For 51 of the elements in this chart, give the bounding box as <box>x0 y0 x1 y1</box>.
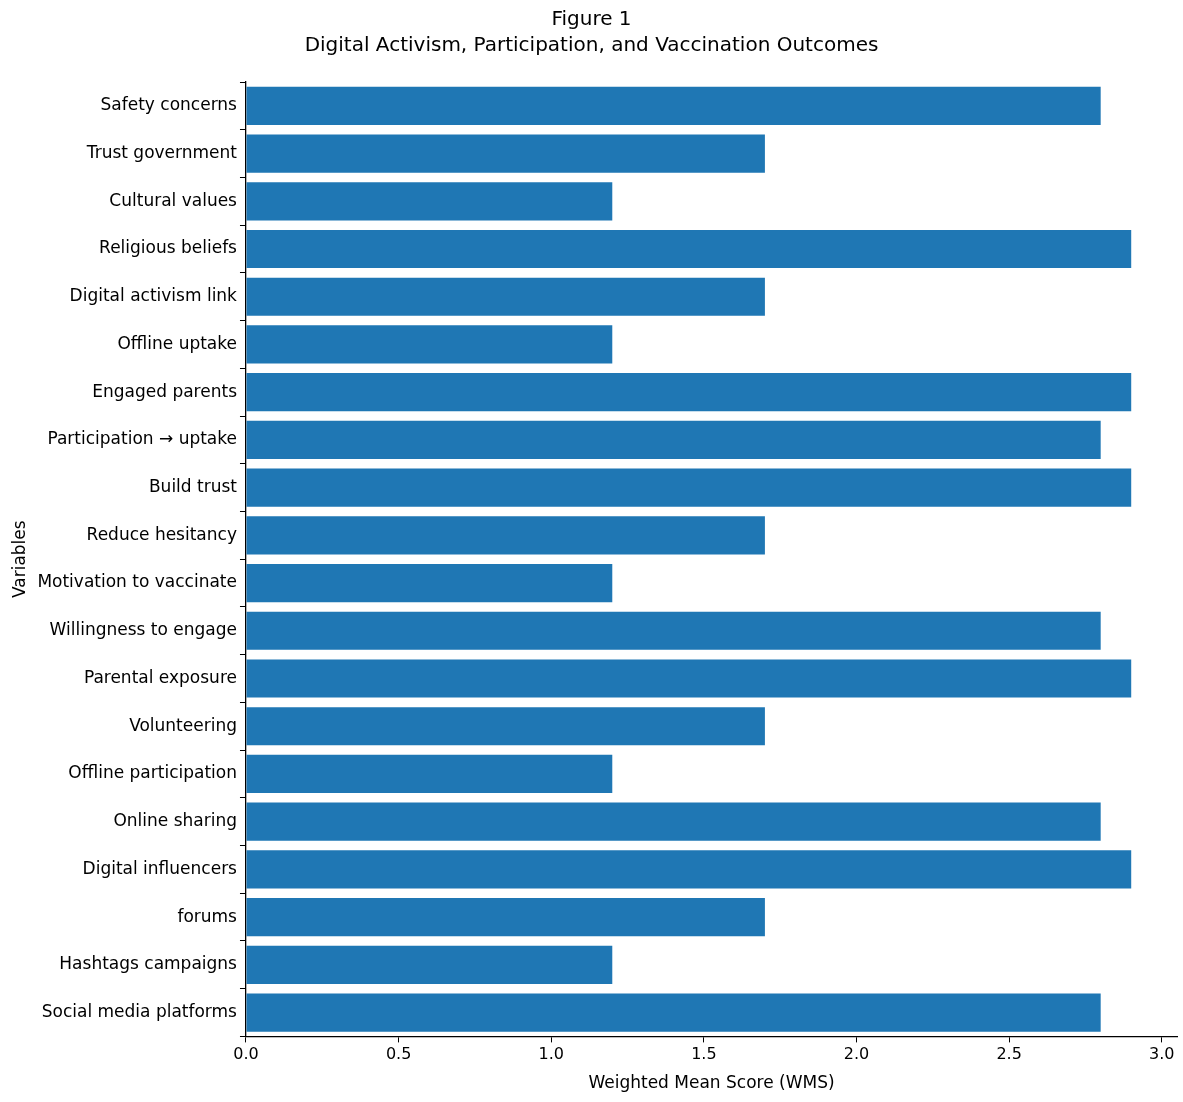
y-axis-title: Variables <box>8 520 29 599</box>
bar <box>246 86 1101 125</box>
y-tick-label: Offline participation <box>68 762 237 783</box>
bar <box>246 754 613 794</box>
bar <box>246 182 613 221</box>
x-tick-label: 1.5 <box>691 1044 717 1064</box>
x-tick-label: 2.0 <box>843 1044 870 1064</box>
x-axis-title: Weighted Mean Score (WMS) <box>588 1072 835 1093</box>
bar <box>246 898 765 937</box>
x-tick-label: 1.0 <box>538 1044 564 1064</box>
y-tick-label: Reduce hesitancy <box>86 523 237 544</box>
y-tick-label: Build trust <box>148 476 238 497</box>
bar <box>246 420 1101 459</box>
bar <box>246 468 1132 507</box>
y-tick-label: Motivation to vaccinate <box>37 571 237 592</box>
y-tick-label: Trust government <box>85 142 238 162</box>
y-tick-label: Safety concerns <box>100 94 238 115</box>
bar <box>246 611 1101 650</box>
y-tick-label: Parental exposure <box>83 666 237 687</box>
y-tick-label: Offline uptake <box>117 332 237 353</box>
y-tick-label: Digital activism link <box>69 285 238 306</box>
y-tick-label: Religious beliefs <box>99 237 238 258</box>
y-tick-label: Online sharing <box>113 810 237 831</box>
bar <box>246 277 765 316</box>
y-tick-label: Hashtags campaigns <box>59 953 238 974</box>
y-tick-label: forums <box>177 905 238 926</box>
y-tick-label: Digital influencers <box>82 857 238 878</box>
chart-title: Figure 1 <box>551 6 632 31</box>
bar <box>246 850 1132 889</box>
bar <box>246 563 613 603</box>
bar <box>246 993 1101 1032</box>
bar <box>246 945 613 984</box>
bar <box>246 707 765 746</box>
x-tick-label: 0.5 <box>385 1044 412 1064</box>
bar <box>246 325 613 364</box>
bar <box>246 134 765 173</box>
bar <box>246 229 1132 269</box>
chart-subtitle: Digital Activism, Participation, and Vaccination Outcomes <box>304 32 879 57</box>
bar <box>246 659 1132 698</box>
y-tick-label: Willingness to engage <box>49 619 237 640</box>
x-tick-label: 0.0 <box>233 1044 259 1064</box>
bar <box>246 373 1132 412</box>
bar <box>246 802 1101 841</box>
y-tick-label: Volunteering <box>129 714 237 735</box>
y-tick-label: Participation → uptake <box>47 428 237 449</box>
y-tick-label: Social media platforms <box>41 1000 238 1021</box>
x-tick-label: 2.5 <box>996 1044 1022 1064</box>
x-tick-label: 3.0 <box>1149 1044 1175 1064</box>
y-tick-label: Engaged parents <box>92 380 238 401</box>
y-tick-label: Cultural values <box>109 189 238 210</box>
bar <box>246 516 765 555</box>
